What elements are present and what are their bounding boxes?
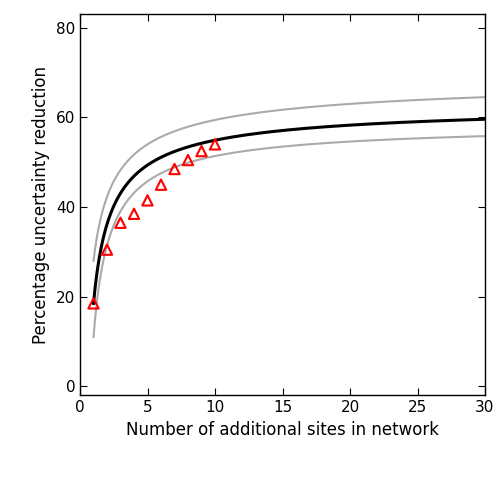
Point <box>116 219 124 227</box>
Y-axis label: Percentage uncertainty reduction: Percentage uncertainty reduction <box>32 66 50 344</box>
Point <box>157 181 165 188</box>
Point <box>130 210 138 218</box>
Point <box>90 299 98 307</box>
Point <box>184 156 192 164</box>
Point <box>103 246 111 254</box>
Point <box>170 165 178 173</box>
Point <box>144 197 152 204</box>
Point <box>198 147 205 155</box>
Point <box>211 141 219 148</box>
X-axis label: Number of additional sites in network: Number of additional sites in network <box>126 421 439 439</box>
